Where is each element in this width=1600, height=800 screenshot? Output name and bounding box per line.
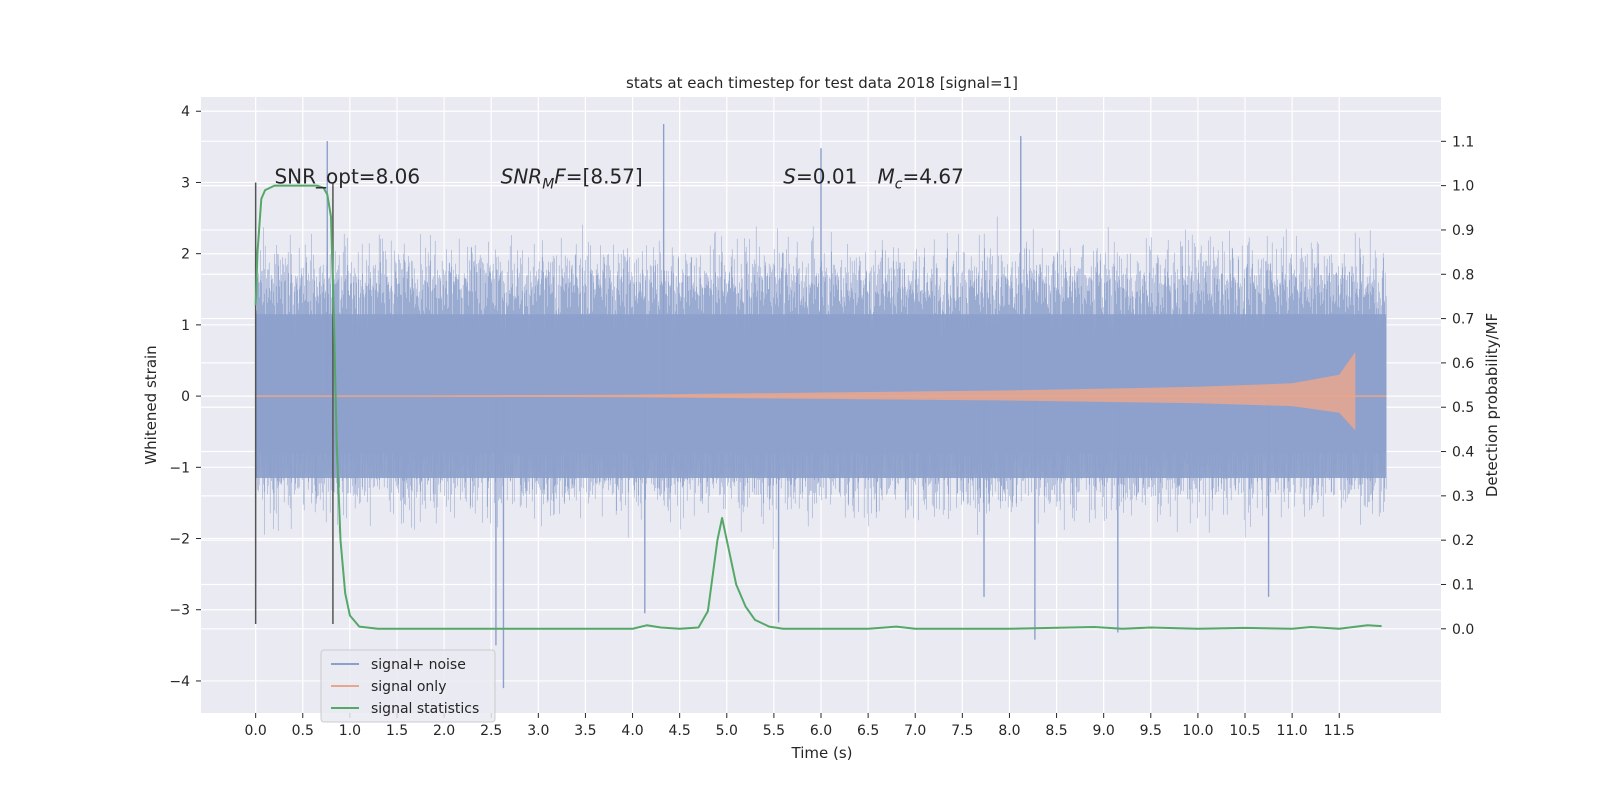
- y-left-tick-label: 3: [181, 175, 190, 191]
- x-tick-label: 0.5: [292, 723, 314, 739]
- y-right-axis-label: Detection probability/MF: [1483, 313, 1501, 497]
- y-right-tick-label: 1.0: [1452, 179, 1474, 195]
- x-tick-label: 8.5: [1045, 723, 1067, 739]
- y-right-tick-label: 0.9: [1452, 223, 1474, 239]
- legend: signal+ noise signal only signal statist…: [320, 649, 496, 723]
- y-left-axis-label: Whitened strain: [142, 345, 160, 464]
- series-signal-statistics: [254, 184, 1382, 630]
- legend-label-signal-statistics: signal statistics: [371, 701, 479, 717]
- x-tick-label: 9.0: [1093, 723, 1115, 739]
- signal-statistics-line: [254, 184, 1382, 630]
- signal-chirp-envelope: [255, 351, 1356, 431]
- annotation-snr-opt: SNR_opt=8.06: [274, 164, 420, 188]
- x-axis-ticks: 0.0 0.5 1.0 1.5 2.0 2.5 3.0 3.5 4.0 4.5 5.0 5.5 6.0 6…: [245, 713, 1355, 739]
- y-right-tick-label: 0.8: [1452, 267, 1474, 283]
- x-tick-label: 10.5: [1229, 723, 1260, 739]
- y-right-tick-label: 1.1: [1452, 134, 1474, 150]
- y-right-tick-label: 0.7: [1452, 312, 1474, 328]
- x-axis-label: Time (s): [791, 744, 853, 762]
- y-left-tick-label: 1: [181, 318, 190, 334]
- y-left-tick-label: 0: [181, 389, 190, 405]
- y-right-axis-ticks: 0.0 0.1 0.2 0.3 0.4 0.5 0.6 0.7 0.8 0.9 1.0 1.1: [1441, 134, 1474, 638]
- y-right-tick-label: 0.5: [1452, 400, 1474, 416]
- x-tick-label: 6.5: [857, 723, 879, 739]
- y-left-tick-label: 4: [181, 104, 190, 120]
- x-tick-label: 9.5: [1140, 723, 1162, 739]
- annotation-s: S=0.01: [783, 164, 857, 188]
- x-tick-label: 11.5: [1324, 723, 1355, 739]
- x-tick-label: 7.5: [951, 723, 973, 739]
- x-tick-label: 8.0: [998, 723, 1020, 739]
- legend-label-signal-plus-noise: signal+ noise: [371, 657, 466, 673]
- y-right-tick-label: 0.3: [1452, 489, 1474, 505]
- x-tick-label: 4.5: [669, 723, 691, 739]
- x-tick-label: 2.0: [433, 723, 455, 739]
- x-tick-label: 4.0: [621, 723, 643, 739]
- chart-title: stats at each timestep for test data 201…: [626, 74, 1018, 92]
- y-left-tick-label: −4: [169, 674, 190, 690]
- x-tick-label: 3.5: [574, 723, 596, 739]
- annotation-mc: Mc=4.67: [878, 164, 964, 192]
- x-tick-label: 0.0: [245, 723, 267, 739]
- x-tick-label: 3.0: [527, 723, 549, 739]
- y-right-tick-label: 0.2: [1452, 533, 1474, 549]
- y-right-tick-label: 0.4: [1452, 445, 1474, 461]
- x-tick-label: 5.5: [763, 723, 785, 739]
- x-tick-label: 6.0: [810, 723, 832, 739]
- y-right-tick-label: 0.1: [1452, 577, 1474, 593]
- legend-box: [320, 649, 496, 723]
- x-tick-label: 5.0: [716, 723, 738, 739]
- x-tick-label: 2.5: [480, 723, 502, 739]
- x-tick-label: 10.0: [1182, 723, 1213, 739]
- y-left-axis-ticks: −4 −3 −2 −1 0 1 2 3 4: [169, 104, 201, 690]
- x-tick-label: 1.0: [339, 723, 361, 739]
- y-left-tick-label: 2: [181, 247, 190, 263]
- x-tick-label: 1.5: [386, 723, 408, 739]
- y-right-tick-label: 0.6: [1452, 356, 1474, 372]
- y-left-tick-label: −2: [169, 532, 190, 548]
- x-tick-label: 7.0: [904, 723, 926, 739]
- annotations: SNR_opt=8.06 SNRMF=[8.57] S=0.01 Mc=4.67: [274, 164, 963, 192]
- series-signal-only: [255, 351, 1387, 431]
- annotation-snr-mf: SNRMF=[8.57]: [501, 164, 643, 192]
- y-left-tick-label: −3: [169, 603, 190, 619]
- legend-label-signal-only: signal only: [371, 679, 446, 695]
- y-left-tick-label: −1: [169, 460, 190, 476]
- x-tick-label: 11.0: [1277, 723, 1308, 739]
- y-right-tick-label: 0.0: [1452, 622, 1474, 638]
